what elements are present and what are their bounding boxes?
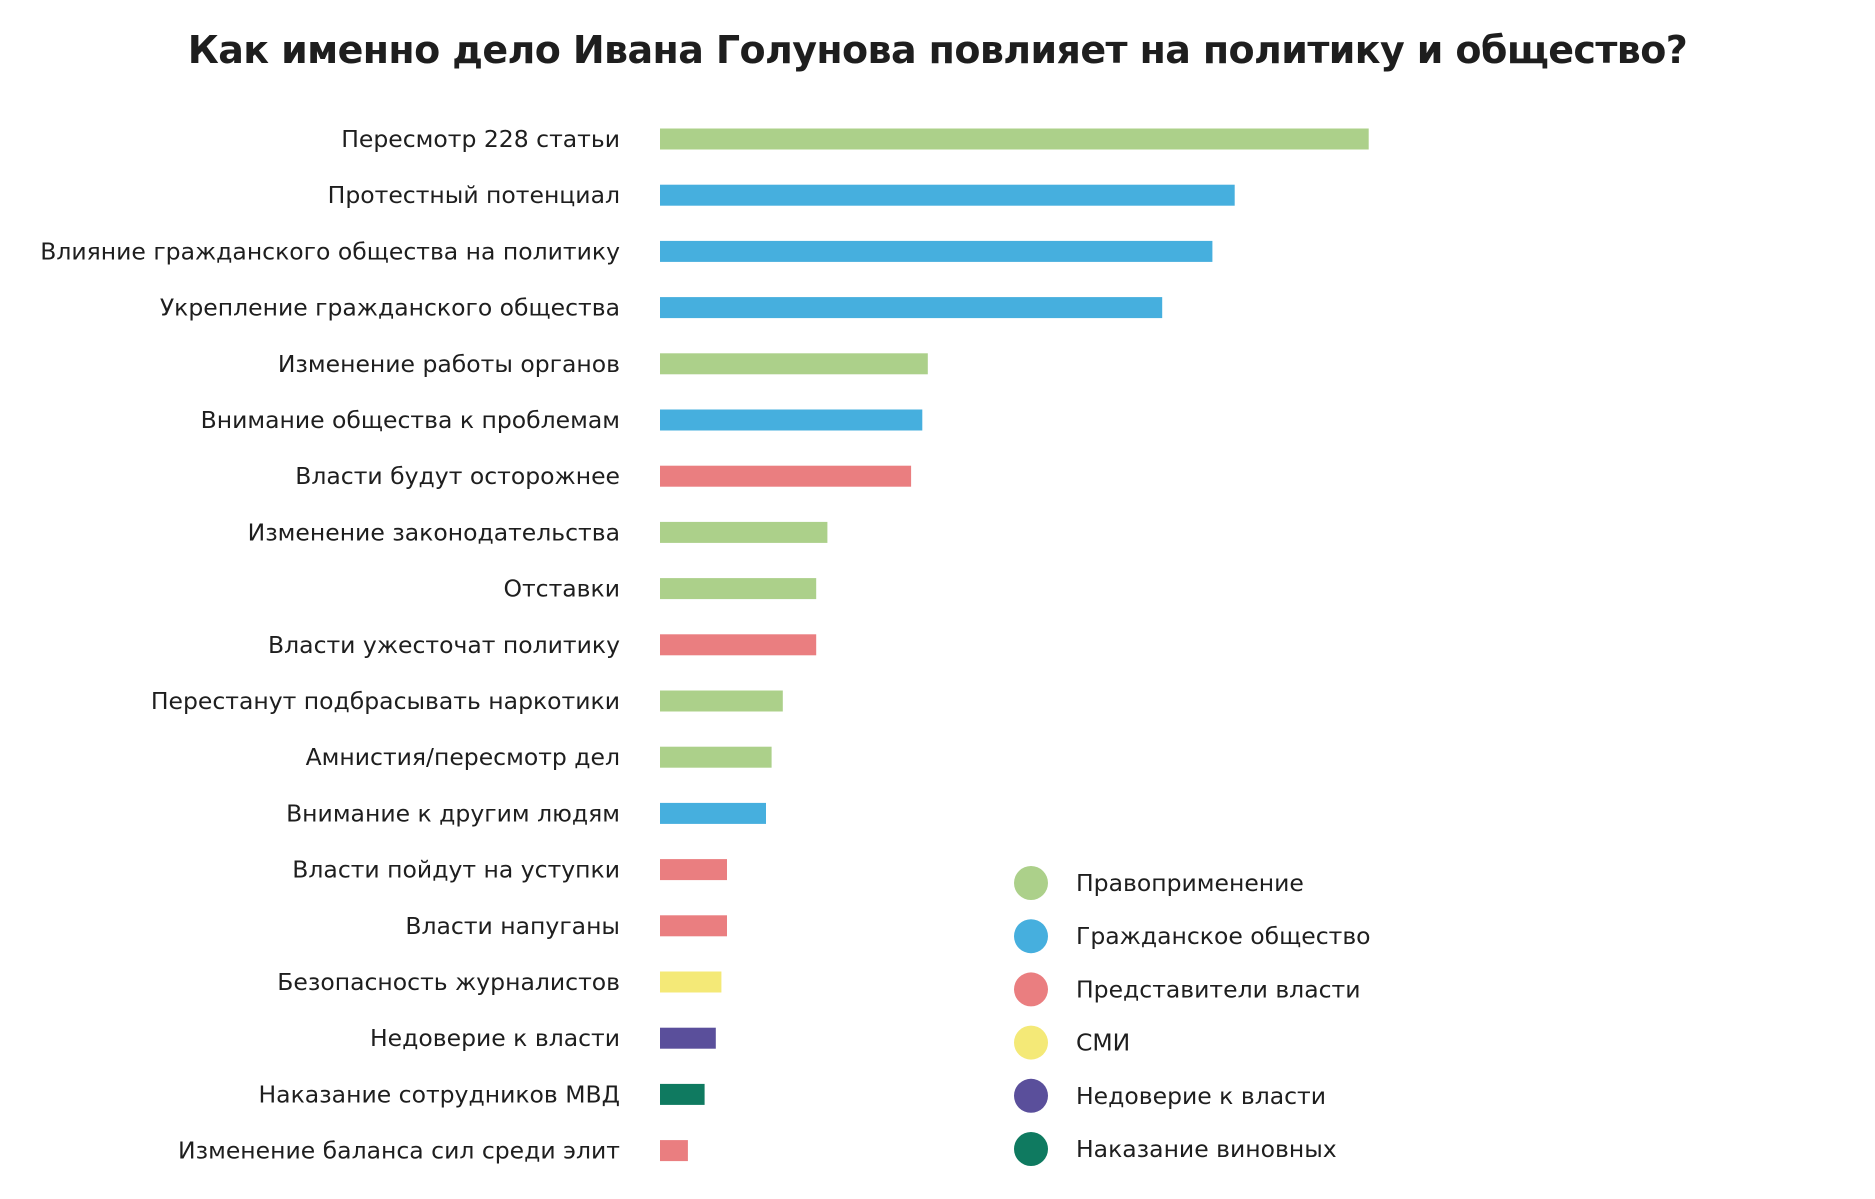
category-label: Изменение законодательства [248,518,620,546]
bar-6 [660,409,923,431]
category-label: Отставки [503,575,620,603]
bar-16 [660,971,722,993]
legend-label: СМИ [1076,1029,1130,1057]
bar-15 [660,915,727,937]
bars-layer [660,128,1369,1162]
bar-12 [660,746,772,768]
bar-14 [660,859,727,881]
legend-item-authorities: Представители власти [1014,972,1361,1007]
legend: Правоприменение Гражданское общество Предс… [1014,866,1371,1166]
category-label: Власти пойдут на уступки [292,856,620,884]
legend-swatch [1014,919,1048,954]
category-label: Изменение работы органов [278,350,620,378]
legend-item-distrust: Недоверие к власти [1014,1078,1326,1113]
bar-3 [660,240,1213,262]
legend-label: Недоверие к власти [1076,1082,1326,1110]
bar-2 [660,184,1235,206]
legend-item-media: СМИ [1014,1025,1130,1060]
category-label: Власти напуганы [405,912,620,940]
category-label: Протестный потенциал [328,181,620,209]
legend-label: Представители власти [1076,975,1361,1003]
category-label: Внимание общества к проблемам [201,406,620,434]
category-label: Власти будут осторожнее [295,462,620,490]
legend-item-punishment: Наказание виновных [1014,1132,1337,1166]
category-label: Укрепление гражданского общества [160,294,620,322]
category-label: Влияние гражданского общества на политик… [40,237,620,265]
category-label: Власти ужесточат политику [268,631,620,659]
category-label: Наказание сотрудников МВД [259,1080,620,1108]
legend-swatch [1014,1132,1048,1166]
category-label: Недоверие к власти [370,1024,620,1052]
legend-item-civil: Гражданское общество [1014,919,1371,954]
legend-swatch [1014,866,1048,900]
bar-8 [660,521,828,543]
bar-9 [660,578,817,600]
bar-10 [660,634,817,656]
legend-item-enforcement: Правоприменение [1014,866,1304,900]
legend-label: Наказание виновных [1076,1135,1337,1163]
legend-label: Правоприменение [1076,869,1304,897]
bar-17 [660,1027,716,1049]
bar-13 [660,802,766,824]
category-label: Перестанут подбрасывать наркотики [151,687,620,715]
bar-7 [660,465,912,487]
category-label: Амнистия/пересмотр дел [306,743,620,771]
bar-4 [660,297,1163,319]
bar-19 [660,1140,688,1162]
category-label: Безопасность журналистов [277,968,620,996]
legend-swatch [1014,1078,1048,1113]
bar-18 [660,1083,705,1105]
category-label: Внимание к другим людям [286,799,620,827]
legend-swatch [1014,972,1048,1007]
category-label: Изменение баланса сил среди элит [178,1137,620,1165]
chart-title: Как именно дело Ивана Голунова повлияет … [187,28,1688,72]
bar-11 [660,690,783,712]
bar-1 [660,128,1369,150]
category-labels: Пересмотр 228 статьи Протестный потенциал… [40,125,620,1165]
bar-5 [660,353,928,375]
legend-label: Гражданское общество [1076,922,1371,950]
category-label: Пересмотр 228 статьи [341,125,620,153]
legend-swatch [1014,1025,1048,1060]
